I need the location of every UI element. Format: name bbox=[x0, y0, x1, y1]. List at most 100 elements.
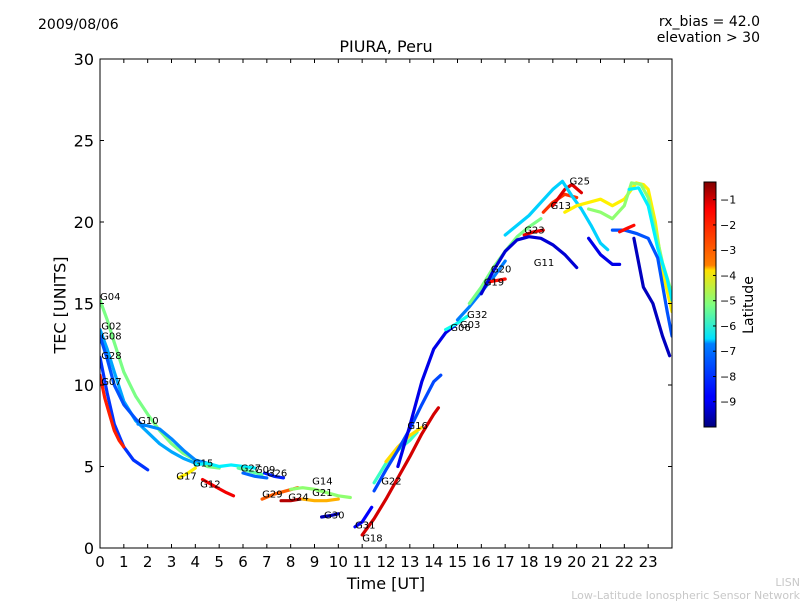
elevation-label: elevation > 30 bbox=[656, 30, 760, 46]
series-track-4 bbox=[100, 373, 126, 449]
x-tick-label-13: 13 bbox=[400, 553, 419, 571]
series-track-10 bbox=[241, 471, 269, 480]
satellite-label-2: G08 bbox=[101, 331, 121, 342]
satellite-label-3: G28 bbox=[101, 351, 121, 362]
y-tick-label-4: 20 bbox=[74, 213, 94, 232]
satellite-label-29: G25 bbox=[570, 177, 590, 188]
series-track-23 bbox=[444, 314, 469, 332]
x-tick-label-16: 16 bbox=[472, 553, 491, 571]
series-track-6 bbox=[193, 461, 257, 470]
satellite-label-10: G09 bbox=[255, 465, 275, 476]
series-layer bbox=[100, 179, 672, 537]
series-track-28 bbox=[479, 235, 579, 296]
series-track-18 bbox=[360, 406, 440, 537]
y-axis-ticks: 0 5 10 15 20 25 30 bbox=[74, 50, 672, 558]
series-track-34 bbox=[627, 186, 672, 302]
colorbar-tick-label-8: −9 bbox=[720, 396, 736, 409]
y-tick-label-2: 10 bbox=[74, 376, 94, 395]
satellite-label-24: G19 bbox=[484, 278, 504, 289]
y-tick-label-0: 0 bbox=[84, 539, 94, 558]
y-tick-label-1: 5 bbox=[84, 458, 94, 477]
series-track-7 bbox=[177, 466, 197, 480]
footer-line-2: Low-Latitude Ionospheric Sensor Network bbox=[571, 589, 800, 602]
x-tick-label-23: 23 bbox=[639, 553, 658, 571]
satellite-label-26: G11 bbox=[534, 258, 554, 269]
colorbar-ticks: −1 −2 −3 −4 −5 −6 −7 −8 −9 bbox=[713, 194, 736, 409]
x-tick-label-0: 0 bbox=[95, 553, 105, 571]
x-tick-label-20: 20 bbox=[567, 553, 586, 571]
series-track-30 bbox=[551, 182, 583, 208]
series-track-14 bbox=[289, 486, 352, 500]
colorbar-tick-label-1: −2 bbox=[720, 219, 736, 232]
satellite-label-9: G27 bbox=[241, 463, 261, 474]
satellite-label-27: G23 bbox=[524, 225, 544, 236]
series-track-13 bbox=[279, 497, 302, 503]
satellite-label-16: G30 bbox=[324, 511, 344, 522]
x-tick-label-14: 14 bbox=[424, 553, 443, 571]
satellite-label-12: G29 bbox=[262, 490, 282, 501]
y-tick-label-6: 30 bbox=[74, 50, 94, 69]
footer-credit: LISN Low-Latitude Ionospheric Sensor Net… bbox=[571, 576, 800, 602]
series-track-11 bbox=[262, 471, 286, 480]
series-track-38 bbox=[587, 236, 622, 266]
series-track-15 bbox=[301, 497, 340, 503]
series-track-31 bbox=[503, 179, 610, 252]
satellite-label-6: G15 bbox=[193, 459, 213, 470]
satellite-label-28: G13 bbox=[551, 201, 571, 212]
satellite-label-0: G04 bbox=[100, 292, 120, 303]
series-track-27 bbox=[522, 228, 545, 237]
x-tick-label-9: 9 bbox=[310, 553, 320, 571]
satellite-label-15: G21 bbox=[312, 488, 332, 499]
x-tick-label-15: 15 bbox=[448, 553, 467, 571]
y-tick-label-3: 15 bbox=[74, 295, 94, 314]
x-tick-label-11: 11 bbox=[353, 553, 372, 571]
x-tick-label-18: 18 bbox=[519, 553, 538, 571]
x-tick-label-7: 7 bbox=[262, 553, 272, 571]
series-track-9 bbox=[236, 466, 264, 477]
series-track-36 bbox=[632, 236, 672, 358]
satellite-label-8: G12 bbox=[200, 480, 220, 491]
satellite-label-1: G02 bbox=[101, 322, 121, 333]
series-track-8 bbox=[200, 477, 236, 498]
chart-title: PIURA, Peru bbox=[339, 37, 433, 56]
satellite-label-5: G10 bbox=[138, 416, 158, 427]
satellite-label-25: G20 bbox=[491, 265, 511, 276]
footer-line-1: LISN bbox=[775, 576, 800, 589]
y-tick-label-5: 25 bbox=[74, 132, 94, 151]
x-tick-label-2: 2 bbox=[143, 553, 153, 571]
x-tick-label-19: 19 bbox=[543, 553, 562, 571]
x-tick-label-22: 22 bbox=[615, 553, 634, 571]
series-track-1 bbox=[100, 328, 197, 465]
satellite-label-22: G03 bbox=[460, 320, 480, 331]
colorbar-tick-label-2: −3 bbox=[720, 244, 736, 257]
x-axis-label: Time [UT] bbox=[346, 574, 426, 593]
colorbar-tick-label-3: −4 bbox=[720, 269, 736, 282]
rx-bias-label: rx_bias = 42.0 bbox=[658, 14, 760, 30]
x-tick-label-8: 8 bbox=[286, 553, 296, 571]
series-track-2 bbox=[100, 334, 145, 428]
satellite-label-23: G32 bbox=[467, 310, 487, 321]
x-tick-label-17: 17 bbox=[496, 553, 515, 571]
satellite-label-19: G22 bbox=[381, 476, 401, 487]
colorbar-tick-label-4: −5 bbox=[720, 295, 736, 308]
satellite-label-20: G16 bbox=[407, 421, 427, 432]
satellite-label-21: G06 bbox=[450, 323, 470, 334]
series-track-16 bbox=[320, 512, 340, 519]
satellite-label-14: G14 bbox=[312, 476, 332, 487]
series-track-5 bbox=[136, 422, 209, 465]
satellite-label-17: G31 bbox=[355, 520, 375, 531]
satellite-label-18: G18 bbox=[362, 534, 382, 545]
date-label: 2009/08/06 bbox=[38, 17, 119, 33]
receiver-info: rx_bias = 42.0 elevation > 30 bbox=[657, 14, 760, 46]
x-tick-label-1: 1 bbox=[119, 553, 129, 571]
x-tick-label-21: 21 bbox=[591, 553, 610, 571]
x-axis-ticks: 0 1 2 3 4 5 6 7 8 9 10 11 12 13 14 15 16 17 18 19 20 21 22 23 bbox=[95, 59, 658, 571]
x-tick-label-4: 4 bbox=[191, 553, 201, 571]
satellite-label-7: G17 bbox=[176, 472, 196, 483]
series-track-17 bbox=[353, 505, 374, 529]
x-tick-label-5: 5 bbox=[214, 553, 224, 571]
x-tick-label-6: 6 bbox=[238, 553, 248, 571]
x-tick-label-3: 3 bbox=[167, 553, 177, 571]
